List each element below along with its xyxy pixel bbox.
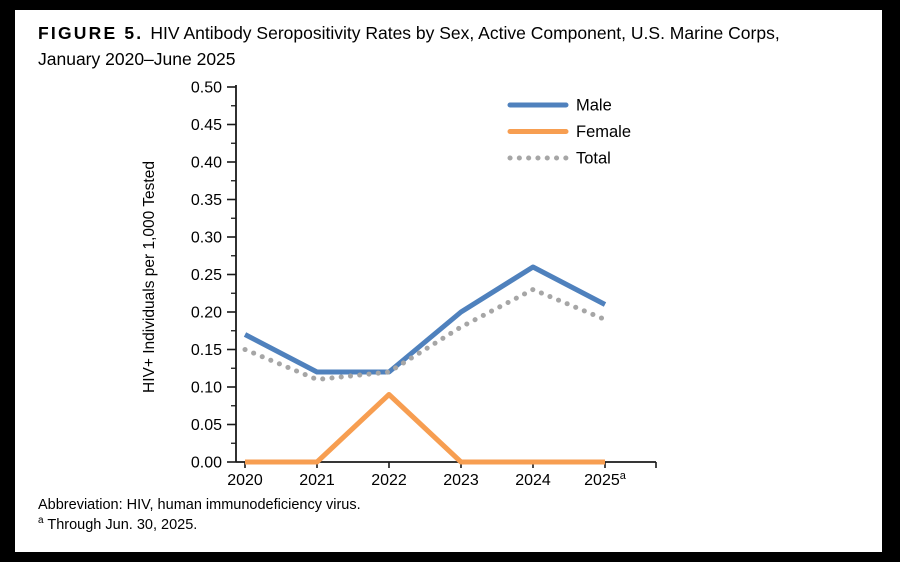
x-tick-label: 2020 — [227, 472, 263, 489]
figure-title-line2: January 2020–June 2025 — [38, 49, 236, 69]
legend-item-total: Total — [507, 150, 611, 168]
date-note: a Through Jun. 30, 2025. — [38, 514, 361, 536]
male-series-line — [243, 264, 607, 375]
y-tick-label: 0.05 — [191, 417, 222, 434]
y-tick-label: 0.25 — [191, 267, 222, 284]
legend-item-male: Male — [507, 97, 612, 115]
y-tick-label: 0.10 — [191, 380, 222, 397]
y-tick-label: 0.00 — [191, 455, 222, 472]
legend-label: Total — [576, 150, 611, 168]
seropositivity-line-chart: 0.00 0.05 0.10 0.15 0.20 0.25 0.30 0.35 0.40 0.45… — [141, 80, 657, 489]
legend-label: Male — [576, 97, 612, 115]
y-tick-label: 0.20 — [191, 305, 222, 322]
y-tick-label: 0.50 — [191, 80, 222, 97]
chart-area: 0.00 0.05 0.10 0.15 0.20 0.25 0.30 0.35 0.40 0.45… — [130, 75, 690, 505]
figure-title: FIGURE 5. HIV Antibody Seropositivity Rat… — [38, 20, 870, 72]
x-tick-label: 2021 — [299, 472, 335, 489]
total-series-line — [242, 287, 608, 382]
figure-title-line1: HIV Antibody Seropositivity Rates by Sex… — [150, 23, 780, 43]
y-tick-label: 0.30 — [191, 230, 222, 247]
y-tick-label: 0.15 — [191, 342, 222, 359]
legend-label: Female — [576, 123, 631, 141]
y-axis-title: HIV+ Individuals per 1,000 Tested — [141, 161, 158, 393]
x-tick-label: 2024 — [515, 472, 551, 489]
y-tick-label: 0.40 — [191, 155, 222, 172]
x-tick-label: 2025a — [584, 470, 627, 489]
x-tick-label: 2022 — [371, 472, 407, 489]
x-tick-label: 2023 — [443, 472, 479, 489]
y-tick-label: 0.45 — [191, 117, 222, 134]
y-tick-label: 0.35 — [191, 192, 222, 209]
figure-number-label: FIGURE 5. — [38, 23, 144, 43]
footnote-marker: a — [38, 514, 44, 526]
legend-item-female: Female — [507, 123, 631, 141]
footnotes: Abbreviation: HIV, human immunodeficienc… — [38, 496, 361, 535]
abbreviation-note: Abbreviation: HIV, human immunodeficienc… — [38, 497, 361, 513]
female-series-line — [245, 392, 605, 465]
footnote-text: Through Jun. 30, 2025. — [47, 516, 198, 533]
